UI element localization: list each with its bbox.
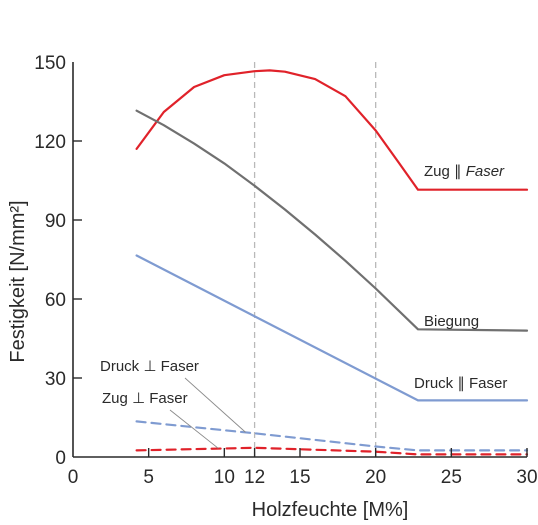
x-tick-label: 0 (68, 467, 79, 488)
label-leader-lines (169, 377, 246, 449)
axis-ticks: 0 5 10 12 15 20 25 30 0 30 60 90 120 150 (34, 53, 537, 488)
x-tick-label: 15 (289, 467, 310, 488)
y-tick-label: 120 (34, 132, 66, 153)
y-tick-label: 0 (55, 448, 66, 469)
series-label-4: Zug ⊥ Faser (102, 390, 188, 407)
x-tick-label: 20 (365, 467, 386, 488)
y-tick-label: 90 (45, 211, 66, 232)
series-line-2 (135, 254, 529, 402)
series-label-text: Biegung (424, 313, 479, 330)
series-label-0: Zug ∥ Faser (424, 163, 505, 180)
x-tick-label: 12 (244, 467, 265, 488)
series-lines (135, 69, 529, 456)
series-label-3: Druck ⊥ Faser (100, 358, 199, 375)
series-label-text: Zug ⊥ Faser (102, 390, 188, 407)
x-tick-label: 25 (441, 467, 462, 488)
series-line-1 (135, 109, 529, 332)
y-tick-label: 150 (34, 53, 66, 74)
series-label-1: Biegung (424, 313, 479, 330)
leader-druck-senkrecht (184, 377, 246, 433)
reference-lines (253, 62, 377, 457)
x-axis-title: Holzfeuchte [M%] (252, 499, 409, 521)
y-axis-title: Festigkeit [N/mm²] (7, 200, 29, 362)
y-tick-label: 60 (45, 290, 66, 311)
series-label-italic-text: Faser (466, 163, 505, 180)
x-tick-label: 5 (143, 467, 154, 488)
x-tick-label: 10 (214, 467, 235, 488)
y-tick-label: 30 (45, 369, 66, 390)
series-line-0 (135, 69, 529, 191)
series-labels: Zug ∥ Faser Biegung Druck ∥ Faser Druck ⊥ F… (100, 163, 507, 407)
leader-zug-senkrecht (169, 409, 219, 449)
series-label-2: Druck ∥ Faser (414, 375, 507, 392)
series-line-3 (135, 420, 529, 452)
series-label-text: Druck ⊥ Faser (100, 358, 199, 375)
series-label-text: Druck ∥ Faser (414, 375, 507, 392)
series-label-text: Zug ∥ (424, 163, 466, 180)
x-tick-label: 30 (516, 467, 537, 488)
